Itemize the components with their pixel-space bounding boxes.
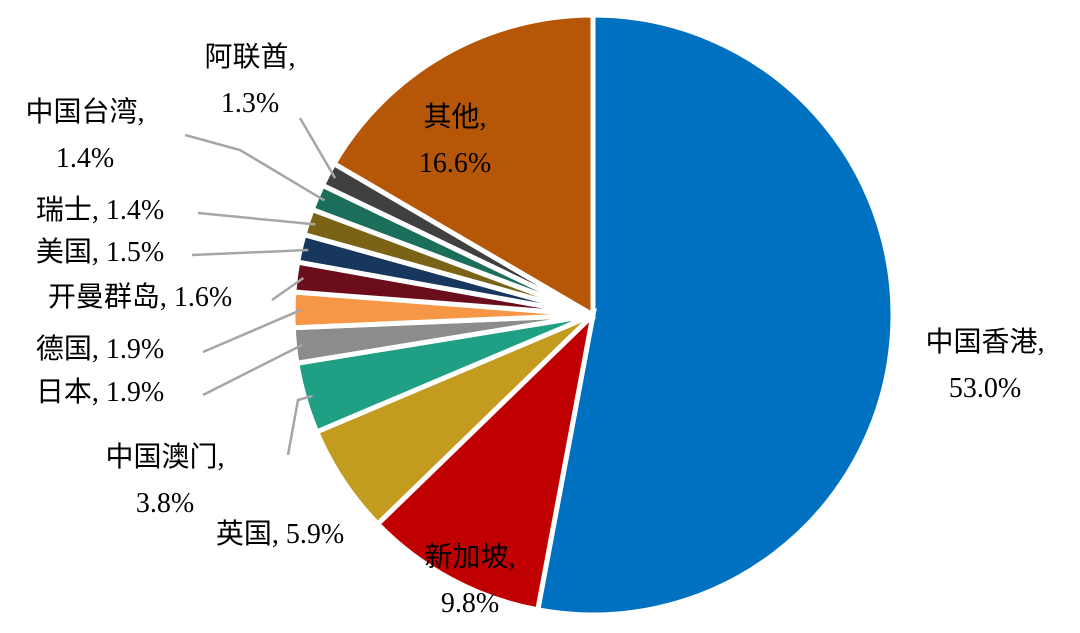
category-label: 其他, [423, 101, 486, 133]
category-label: 阿联酋, [204, 41, 295, 73]
category-label: 中国香港, [925, 326, 1044, 358]
data-label: 阿联酋, 1.3% [204, 41, 295, 119]
value-label: 53.0% [949, 373, 1021, 404]
category-label: 瑞士, [36, 194, 99, 226]
value-label: 1.4% [56, 143, 114, 174]
data-label: 日本, 1.9% [36, 376, 164, 408]
value-label: 1.9% [106, 377, 164, 408]
pie-slice [330, 12, 596, 320]
data-label: 中国台湾, 1.4% [25, 96, 144, 174]
pie-slice [534, 12, 896, 618]
category-label: 美国, [36, 236, 99, 268]
category-label: 德国, [36, 333, 99, 365]
value-label: 3.8% [136, 488, 194, 519]
category-label: 新加坡, [424, 541, 515, 573]
category-label: 日本, [36, 376, 99, 408]
data-label: 其他, 16.6% [419, 101, 491, 179]
data-label: 开曼群岛, 1.6% [48, 281, 232, 313]
pie-slice [374, 307, 597, 613]
category-label: 中国澳门, [105, 441, 224, 473]
value-label: 1.4% [106, 195, 164, 226]
data-label: 瑞士, 1.4% [36, 194, 164, 226]
value-label: 1.3% [221, 88, 279, 119]
category-label: 中国台湾, [25, 96, 144, 128]
leader-line [202, 308, 302, 354]
data-label: 新加坡, 9.8% [424, 541, 515, 619]
value-label: 9.8% [441, 588, 499, 619]
leader-line [298, 117, 337, 179]
leader-line [197, 211, 316, 226]
value-label: 1.9% [106, 334, 164, 365]
value-label: 1.6% [174, 282, 232, 313]
value-label: 1.5% [106, 237, 164, 268]
leader-line [184, 133, 326, 202]
leader-line [191, 248, 309, 257]
data-label: 中国澳门, 3.8% [105, 441, 224, 519]
data-label: 中国香港, 53.0% [925, 326, 1044, 404]
leader-line [202, 343, 304, 397]
data-label: 英国, 5.9% [216, 518, 344, 550]
value-label: 16.6% [419, 148, 491, 179]
leader-line [271, 276, 305, 302]
value-label: 5.9% [286, 519, 344, 550]
data-label: 美国, 1.5% [36, 236, 164, 268]
category-label: 英国, [216, 518, 279, 550]
leader-line [286, 394, 313, 456]
category-label: 开曼群岛, [48, 281, 167, 313]
data-label: 德国, 1.9% [36, 333, 164, 365]
